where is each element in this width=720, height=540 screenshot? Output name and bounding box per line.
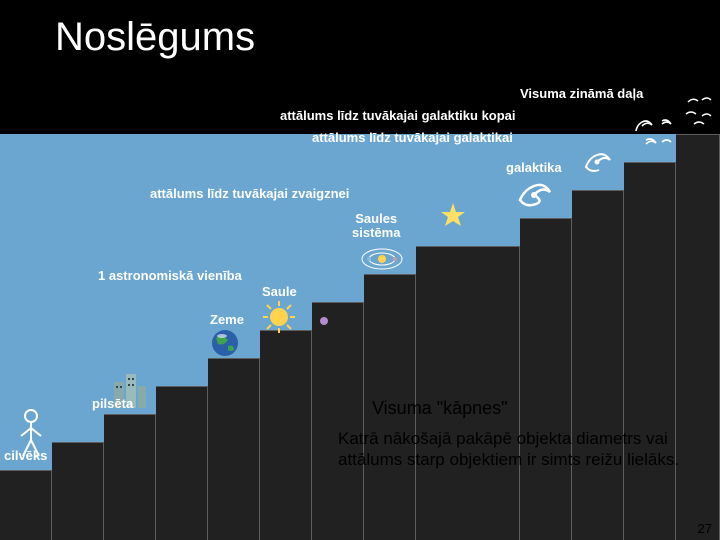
nearest_galaxy-icon xyxy=(580,148,614,181)
step-4 xyxy=(52,442,104,540)
step-0 xyxy=(0,470,52,540)
solar-icon xyxy=(360,244,404,279)
galaxy-icon xyxy=(514,178,554,217)
step-14 xyxy=(312,302,364,540)
diagram-stage: 1001041061081010101210141016102010221024… xyxy=(0,50,720,540)
step-6 xyxy=(104,414,156,540)
universe-label: Visuma zināmā daļa xyxy=(520,86,643,101)
cluster-icon xyxy=(632,116,674,161)
step-24 xyxy=(572,190,624,540)
caption-heading: Visuma "kāpnes" xyxy=(372,398,508,419)
page-number: 27 xyxy=(698,521,712,536)
step-12 xyxy=(260,330,312,540)
earth-label: Zeme xyxy=(210,312,244,327)
step-20 xyxy=(416,246,520,540)
city-label: pilsēta xyxy=(92,396,133,411)
earth-icon xyxy=(210,328,240,363)
step-8 xyxy=(156,386,208,540)
human-label: cilvēks xyxy=(4,448,47,463)
caption-body: Katrā nākošajā pakāpē objekta diametrs v… xyxy=(338,428,698,471)
star-icon xyxy=(440,202,466,233)
au-icon xyxy=(318,314,330,332)
step-10 xyxy=(208,358,260,540)
sun-label: Saule xyxy=(262,284,297,299)
nearest_galaxy-label: attālums līdz tuvākajai galaktikai xyxy=(312,130,513,145)
sun-icon xyxy=(262,300,296,339)
cluster-label: attālums līdz tuvākajai galaktiku kopai xyxy=(280,108,516,123)
solar-label: Saules sistēma xyxy=(352,212,400,241)
star-label: attālums līdz tuvākajai zvaigznei xyxy=(150,186,349,201)
universe-icon xyxy=(680,94,714,133)
au-label: 1 astronomiskā vienība xyxy=(98,268,242,283)
galaxy-label: galaktika xyxy=(506,160,562,175)
step-top xyxy=(676,134,720,540)
step-26 xyxy=(624,162,676,540)
step-22 xyxy=(520,218,572,540)
